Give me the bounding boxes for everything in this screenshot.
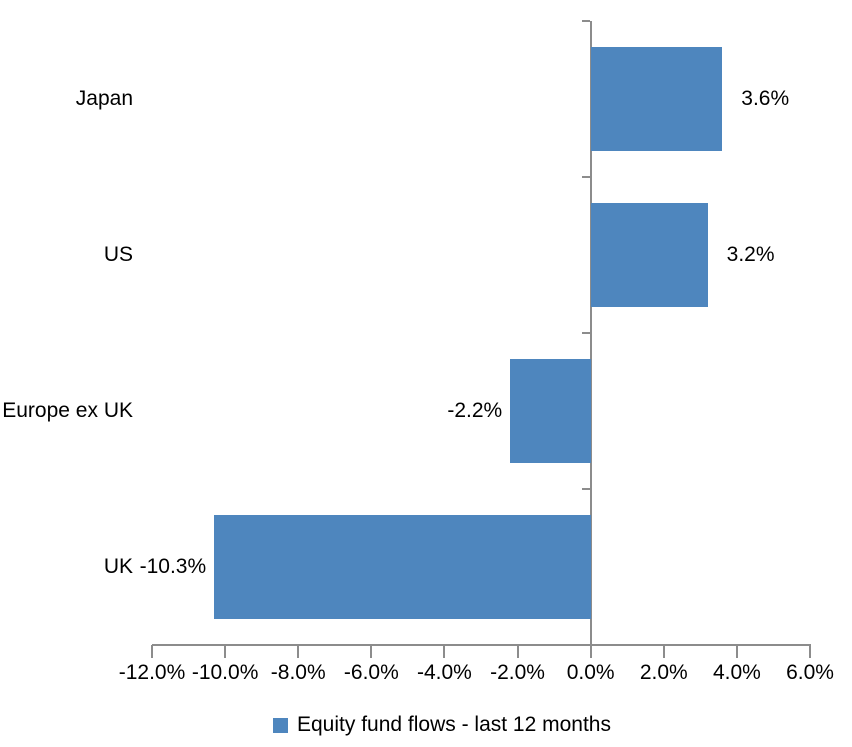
x-axis-tick bbox=[443, 645, 446, 658]
legend-label: Equity fund flows - last 12 months bbox=[297, 713, 611, 736]
y-axis-tick bbox=[581, 20, 590, 22]
x-axis-tick bbox=[735, 645, 738, 658]
x-axis-tick-label: 4.0% bbox=[712, 661, 761, 684]
x-axis-tick-label: -6.0% bbox=[343, 661, 399, 684]
x-axis-tick-label: -10.0% bbox=[191, 661, 259, 684]
x-axis-tick bbox=[809, 645, 811, 658]
bar-us bbox=[590, 203, 708, 307]
x-axis-tick bbox=[297, 645, 300, 658]
x-axis-tick-label: -2.0% bbox=[490, 661, 545, 684]
x-axis-tick-label: -12.0% bbox=[118, 661, 186, 684]
data-label: -10.3% bbox=[139, 555, 207, 578]
data-label: 3.2% bbox=[726, 243, 775, 266]
bar-europe-ex-uk bbox=[510, 359, 591, 463]
bar-japan bbox=[590, 47, 723, 151]
x-axis-tick bbox=[151, 645, 153, 658]
y-axis-line bbox=[589, 21, 592, 645]
data-label: -2.2% bbox=[447, 399, 503, 422]
x-axis-line bbox=[152, 644, 811, 646]
x-axis-tick bbox=[224, 645, 227, 658]
x-axis-tick bbox=[370, 645, 373, 658]
x-axis-tick bbox=[662, 645, 665, 658]
x-axis-tick-label: 2.0% bbox=[639, 661, 688, 684]
bar-uk bbox=[214, 515, 591, 619]
x-axis-tick-label: -4.0% bbox=[417, 661, 472, 684]
category-label: Europe ex UK bbox=[2, 399, 133, 422]
category-label: Japan bbox=[75, 87, 133, 110]
y-axis-tick bbox=[581, 332, 590, 334]
x-axis-tick-label: 6.0% bbox=[786, 661, 834, 684]
x-axis-tick bbox=[516, 645, 519, 658]
x-axis-tick-label: -8.0% bbox=[270, 661, 326, 684]
y-axis-tick bbox=[581, 176, 590, 178]
data-label: 3.6% bbox=[741, 87, 790, 110]
x-axis-tick bbox=[589, 645, 592, 658]
legend: Equity fund flows - last 12 months bbox=[273, 712, 611, 738]
y-axis-tick bbox=[581, 488, 590, 490]
category-label: US bbox=[103, 243, 133, 266]
category-label: UK bbox=[103, 555, 133, 578]
legend-swatch-icon bbox=[273, 717, 288, 733]
x-axis-tick-label: 0.0% bbox=[566, 661, 615, 684]
